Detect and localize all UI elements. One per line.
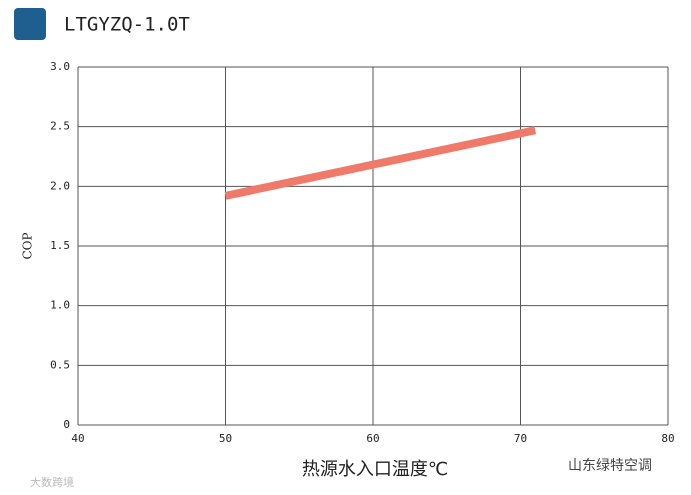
- title-icon: [14, 8, 46, 40]
- x-tick-label: 40: [71, 432, 84, 445]
- y-tick-label: 3.0: [50, 60, 70, 73]
- watermark: 山东绿特空调: [568, 458, 652, 474]
- y-tick-label: 2.5: [50, 120, 70, 133]
- y-tick-label: 0.5: [50, 358, 70, 371]
- y-tick-label: 1.0: [50, 299, 70, 312]
- x-tick-label: 70: [514, 432, 527, 445]
- x-tick-label: 80: [661, 432, 674, 445]
- y-tick-label: 1.5: [50, 239, 70, 252]
- x-tick-label: 50: [219, 432, 232, 445]
- chart-title: LTGYZQ-1.0T: [64, 14, 190, 36]
- watermark: 大数跨境: [30, 475, 74, 489]
- y-tick-label: 0: [63, 418, 70, 431]
- x-axis-label: 热源水入口温度℃: [302, 459, 448, 480]
- y-tick-label: 2.0: [50, 179, 70, 192]
- y-axis-label: COP: [21, 232, 35, 259]
- x-tick-label: 60: [366, 432, 379, 445]
- data-line: [224, 126, 537, 200]
